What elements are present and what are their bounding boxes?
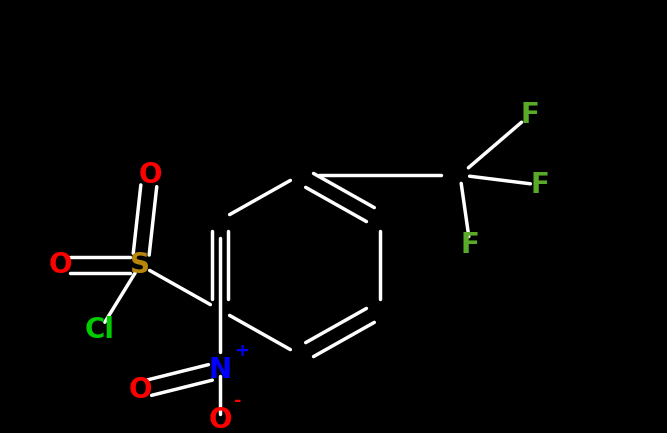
Text: O: O [138, 161, 162, 189]
Text: F: F [530, 171, 550, 199]
Text: F: F [520, 101, 540, 129]
Text: S: S [130, 251, 150, 279]
Text: O: O [128, 376, 152, 404]
Text: O: O [208, 406, 231, 433]
Text: F: F [460, 231, 480, 259]
Text: -: - [234, 392, 241, 410]
Text: O: O [48, 251, 72, 279]
Text: +: + [234, 342, 249, 360]
Text: Cl: Cl [85, 316, 115, 344]
Text: N: N [208, 356, 231, 384]
